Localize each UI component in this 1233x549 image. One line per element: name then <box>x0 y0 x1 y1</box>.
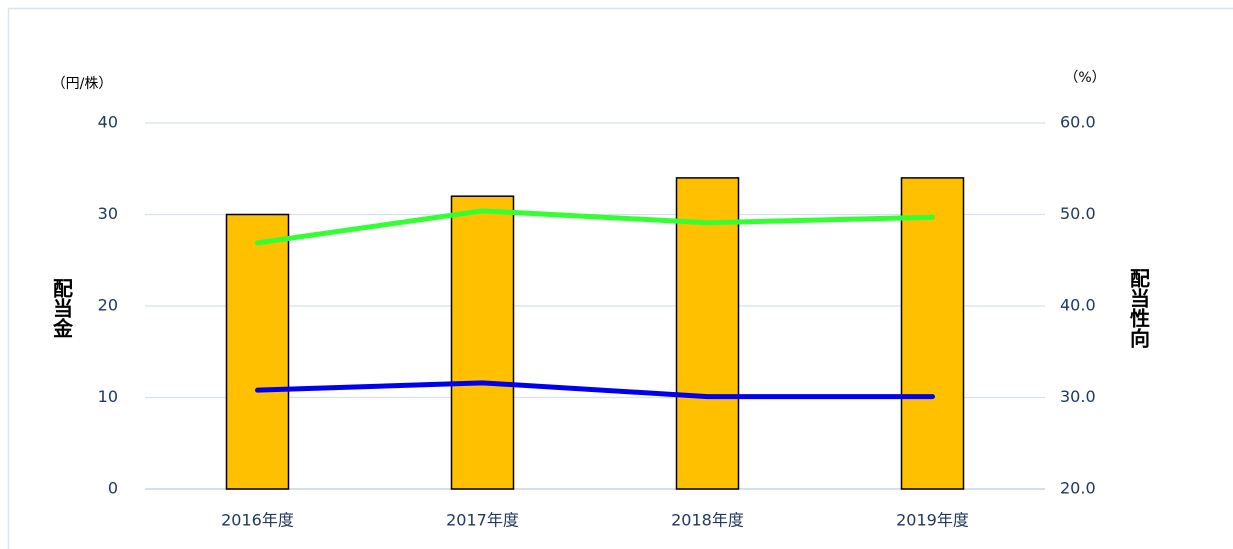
x-tick-label: 2016年度 <box>221 511 294 530</box>
y2-tick-label: 40.0 <box>1060 296 1096 315</box>
bar <box>900 177 965 490</box>
y-tick-label: 10 <box>98 387 118 406</box>
line <box>255 380 935 400</box>
y-tick-label: 20 <box>98 296 118 315</box>
y2-tick-label: 60.0 <box>1060 113 1096 132</box>
y-axis-title: 配当金 <box>50 278 74 338</box>
chart-frame <box>7 7 1233 549</box>
y2-tick-label: 20.0 <box>1060 479 1096 498</box>
x-tick-label: 2019年度 <box>896 511 969 530</box>
y2-tick-label: 30.0 <box>1060 387 1096 406</box>
x-tick-label: 2018年度 <box>671 511 744 530</box>
y-tick-label: 0 <box>108 479 118 498</box>
y2-axis-title: 配当性向 <box>1127 268 1151 348</box>
bar <box>675 177 740 490</box>
bar <box>450 195 515 490</box>
y2-tick-label: 50.0 <box>1060 204 1096 223</box>
y2-unit: （%） <box>1064 70 1105 86</box>
y-unit: （円/株） <box>52 76 113 92</box>
x-tick-label: 2017年度 <box>446 511 519 530</box>
y-tick-label: 30 <box>98 204 118 223</box>
bar <box>225 213 290 490</box>
line <box>255 208 935 246</box>
y-tick-label: 40 <box>98 113 118 132</box>
